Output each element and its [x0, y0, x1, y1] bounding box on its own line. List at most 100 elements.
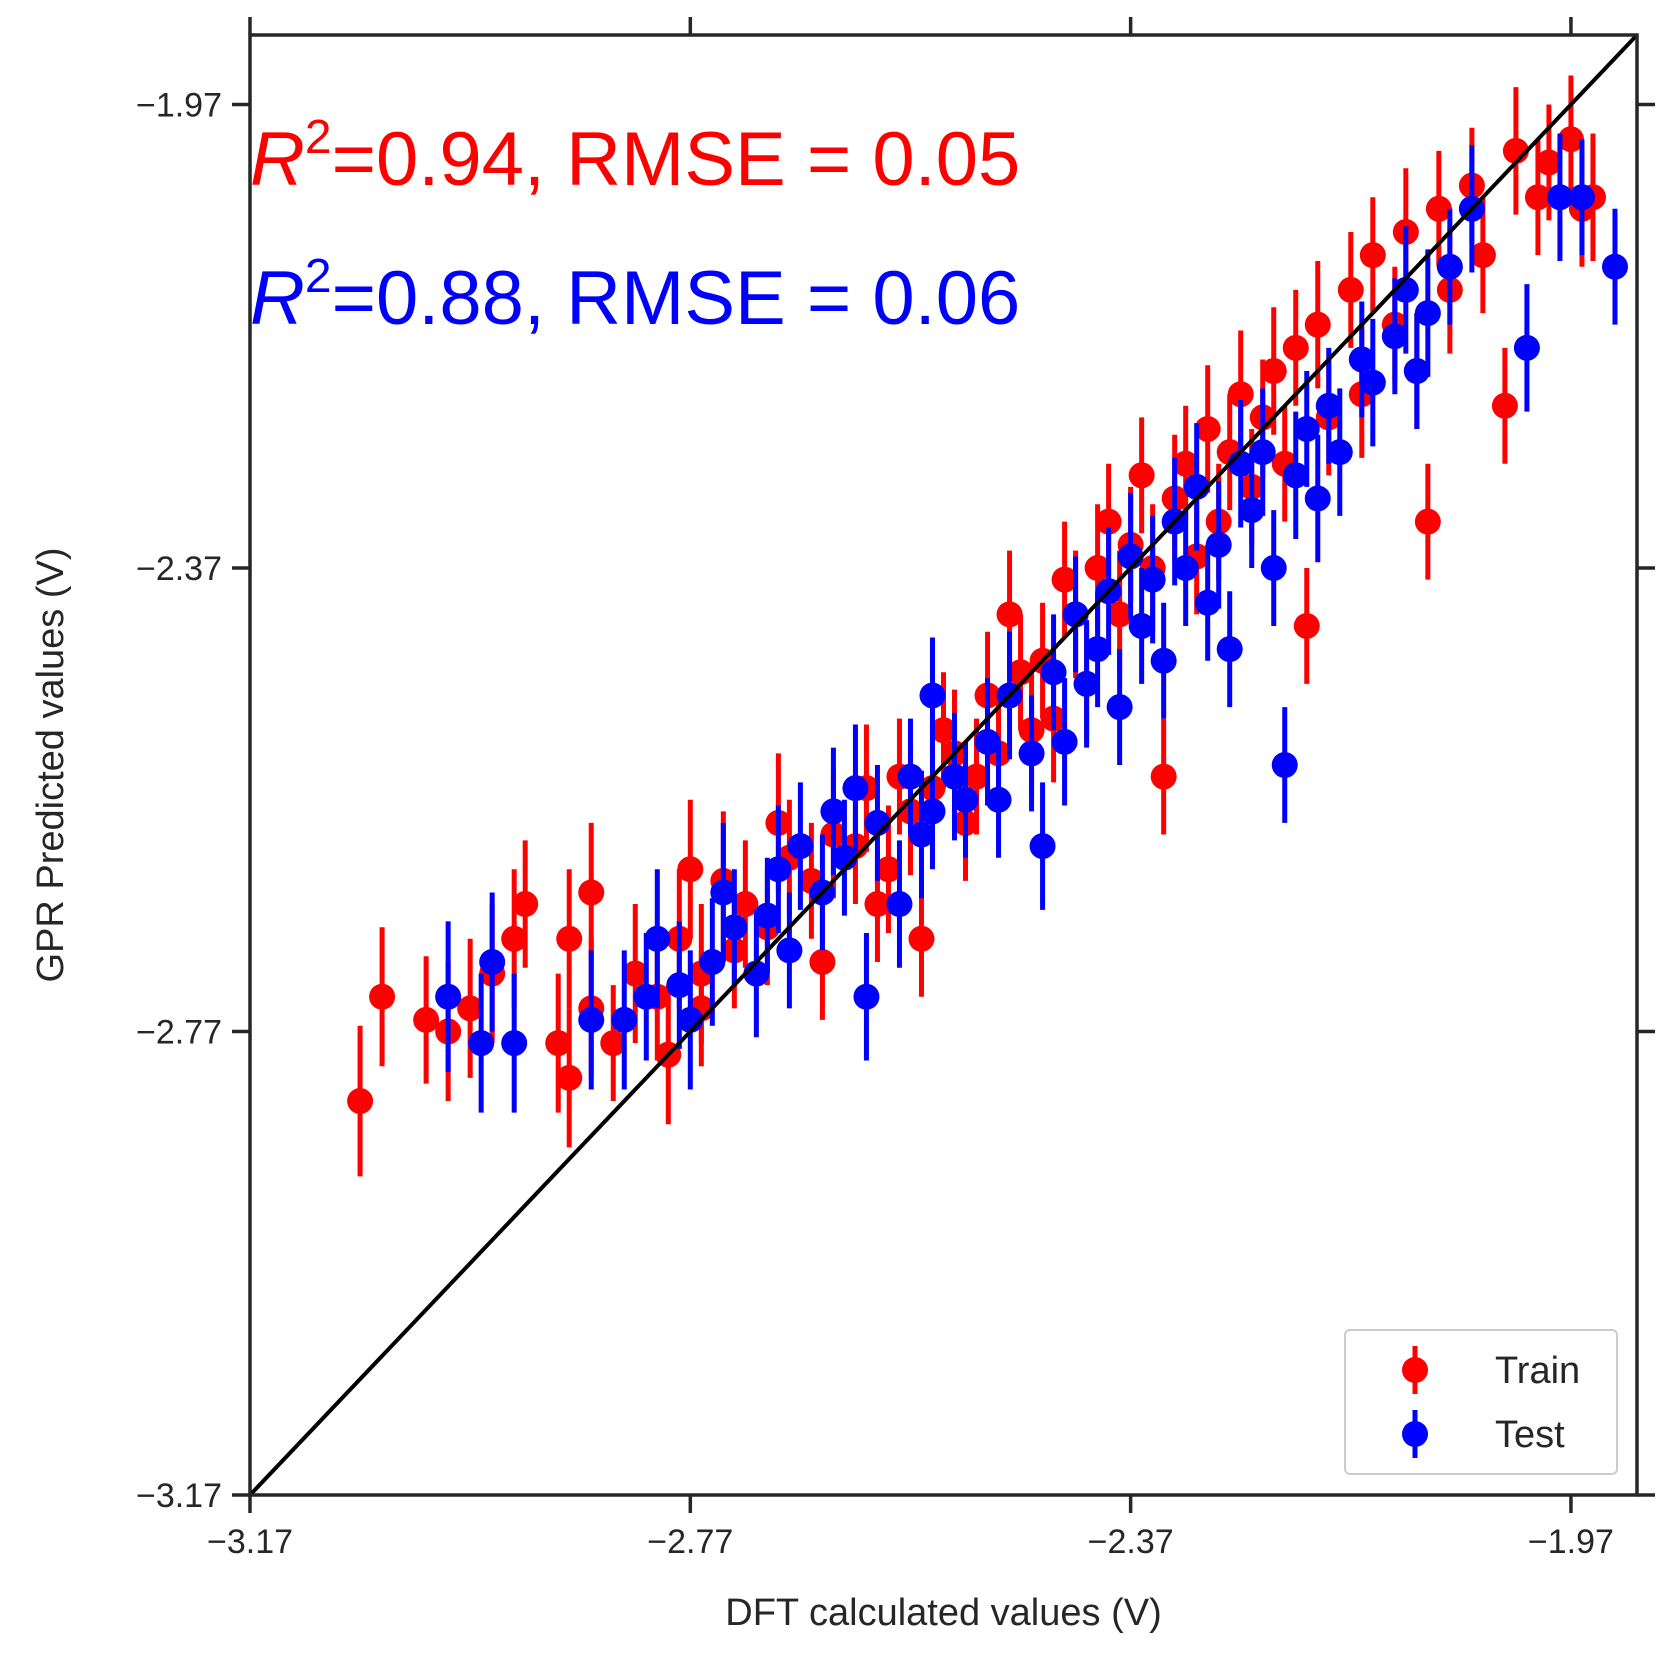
train-point: [875, 856, 902, 883]
test-point: [1304, 485, 1331, 512]
test-point: [1546, 184, 1573, 211]
train-point: [1469, 242, 1496, 269]
test-point: [1513, 334, 1540, 361]
test-point: [1194, 589, 1221, 616]
train-point: [413, 1006, 440, 1033]
train-point: [1282, 334, 1309, 361]
legend-label-train: Train: [1495, 1350, 1580, 1392]
test-point: [1282, 462, 1309, 489]
x-axis-label: DFT calculated values (V): [725, 1592, 1161, 1634]
train-point: [996, 601, 1023, 628]
train-point: [677, 856, 704, 883]
axis-ticks: −3.17 −2.77 −2.37 −1.97 −3.17 −2.77 −2.37 −1.97: [136, 17, 1655, 1561]
test-point: [1018, 740, 1045, 767]
test-point: [897, 763, 924, 790]
train-point: [369, 983, 396, 1010]
train-point: [545, 1030, 572, 1057]
test-point: [919, 682, 946, 709]
test-point: [1139, 566, 1166, 593]
test-r-superscript: 2: [305, 250, 332, 303]
train-point: [1095, 508, 1122, 535]
test-point: [1348, 346, 1375, 373]
train-point: [1084, 555, 1111, 582]
train-point: [1304, 311, 1331, 338]
train-point: [457, 995, 484, 1022]
train-metrics-text: =0.94, RMSE = 0.05: [332, 117, 1021, 202]
test-point: [666, 972, 693, 999]
train-point: [963, 763, 990, 790]
train-point: [578, 879, 605, 906]
train-point: [347, 1088, 374, 1115]
x-tick-label: −1.97: [1528, 1523, 1614, 1561]
test-point: [710, 879, 737, 906]
train-point: [1359, 242, 1386, 269]
train-point: [809, 948, 836, 975]
test-point: [853, 983, 880, 1010]
test-metrics-annotation: R2=0.88, RMSE = 0.06: [250, 250, 1020, 341]
plot-frame: [248, 33, 1639, 1497]
x-tick-label: −3.17: [207, 1523, 293, 1561]
train-point: [1524, 184, 1551, 211]
train-point: [512, 891, 539, 918]
y-tick-label: −3.17: [136, 1477, 222, 1515]
test-point: [1271, 752, 1298, 778]
test-metrics-text: =0.88, RMSE = 0.06: [332, 256, 1021, 341]
y-tick-label: −1.97: [136, 87, 222, 125]
test-point: [908, 821, 935, 848]
train-r-superscript: 2: [305, 111, 332, 164]
train-metrics-annotation: R2=0.94, RMSE = 0.05: [250, 111, 1020, 202]
test-point: [1084, 636, 1111, 663]
test-point: [699, 948, 726, 975]
test-point: [1205, 531, 1232, 558]
legend-marker-train: [1402, 1357, 1428, 1383]
test-point: [886, 891, 913, 918]
test-point: [1381, 323, 1408, 350]
test-point: [1051, 728, 1078, 755]
test-point: [1029, 833, 1056, 860]
train-point: [864, 891, 891, 918]
series-train: [347, 75, 1606, 1177]
test-point: [721, 914, 748, 941]
test-point: [633, 983, 660, 1010]
train-point: [732, 891, 759, 918]
test-point: [1073, 670, 1100, 697]
test-point: [1150, 647, 1177, 674]
test-point: [1315, 392, 1342, 419]
test-point: [974, 728, 1001, 755]
train-point: [1227, 381, 1254, 408]
x-tick-label: −2.77: [647, 1523, 733, 1561]
test-point: [435, 983, 462, 1010]
train-point: [600, 1030, 627, 1057]
test-point: [952, 786, 979, 813]
train-point: [1260, 358, 1287, 385]
test-point: [1172, 555, 1199, 582]
test-r-symbol: R: [250, 256, 305, 341]
test-point: [941, 763, 968, 790]
legend: Train Test: [1344, 1329, 1618, 1475]
test-point: [985, 786, 1012, 813]
test-point: [644, 925, 671, 952]
train-point: [1172, 450, 1199, 477]
train-point: [1150, 763, 1177, 790]
test-point: [787, 833, 814, 860]
train-point: [1293, 612, 1320, 639]
test-point: [1128, 612, 1155, 639]
test-point: [578, 1006, 605, 1033]
test-point: [776, 937, 803, 964]
parity-line: [248, 33, 1639, 1497]
train-point: [1491, 392, 1518, 419]
train-point: [1051, 566, 1078, 593]
train-r-symbol: R: [250, 117, 305, 202]
test-point: [1040, 659, 1067, 686]
test-point: [1216, 636, 1243, 663]
train-point: [1337, 276, 1364, 303]
test-point: [1414, 300, 1441, 327]
train-point: [1535, 149, 1562, 176]
train-point: [556, 1064, 583, 1091]
series-test: [435, 133, 1628, 1113]
test-point: [1601, 253, 1628, 280]
train-point: [930, 717, 957, 744]
test-point: [1326, 439, 1353, 466]
test-point: [1260, 555, 1287, 582]
